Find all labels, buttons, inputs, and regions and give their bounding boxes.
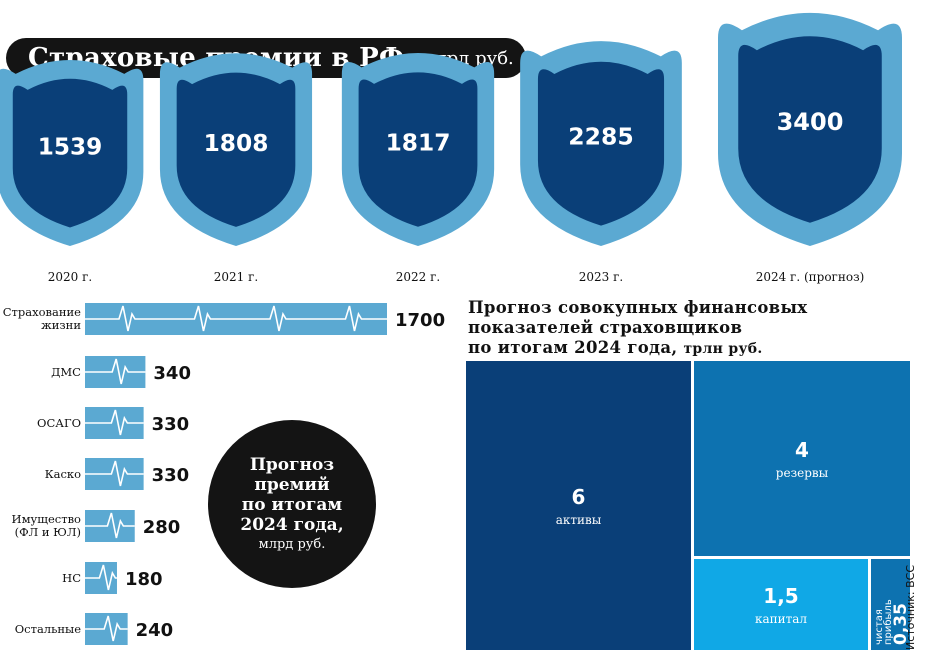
treemap-title-line-3: по итогам 2024 года, трлн руб. — [468, 338, 888, 359]
treemap-value-profit: 0,35 — [891, 603, 910, 645]
treemap-title: Прогноз совокупных финансовых показателе… — [468, 298, 888, 359]
bar-pulse-3 — [85, 460, 144, 487]
bar-pulse-5 — [85, 564, 117, 591]
bar-pulse-6 — [85, 615, 128, 642]
bar-category-0-1: жизни — [41, 318, 81, 332]
bar-value-2: 330 — [152, 414, 190, 435]
forecast-circle: Прогноз премий по итогам 2024 года, млрд… — [208, 420, 376, 588]
shield-value-2: 1817 — [386, 130, 451, 157]
shield-chart: 1539 2020 г. 1808 2021 г. 1817 2022 г. 2285 202… — [0, 12, 902, 284]
bar-value-4: 280 — [143, 517, 181, 538]
treemap-cell-capital: 1,5 капитал — [694, 559, 868, 650]
shield-inner-2 — [358, 72, 478, 227]
treemap-value-assets: 6 — [571, 484, 586, 509]
bar-value-1: 340 — [153, 363, 191, 384]
treemap-value-capital: 1,5 — [763, 583, 799, 608]
profit-label-line-1: чистая — [874, 609, 885, 645]
profit-label-svg: чистая прибыль 0,35 — [874, 599, 911, 645]
shield-inner-0 — [12, 78, 128, 228]
treemap-cell-assets: 6 активы — [466, 361, 691, 650]
bar-value-0: 1700 — [395, 310, 445, 331]
treemap-title-line-2: показателей страховщиков — [468, 318, 743, 337]
bar-category-5-0: НС — [62, 571, 81, 585]
treemap-title-unit: трлн руб. — [683, 341, 763, 357]
circle-line-1: Прогноз — [249, 454, 335, 475]
year-label-2: 2022 г. — [396, 270, 440, 284]
year-label-0: 2020 г. — [48, 270, 92, 284]
bar-value-5: 180 — [125, 569, 163, 590]
treemap-label-assets: активы — [555, 512, 602, 527]
shield-value-0: 1539 — [38, 133, 103, 160]
bar-category-0-0: Страхование — [3, 305, 81, 319]
treemap-label-capital: капитал — [754, 611, 808, 626]
circle-line-4: 2024 года, — [240, 514, 344, 535]
bar-category-3-0: Каско — [45, 467, 81, 481]
bar-category-2-0: ОСАГО — [37, 416, 81, 430]
shield-inner-4 — [738, 36, 882, 223]
treemap-value-reserves: 4 — [795, 437, 809, 462]
shield-inner-3 — [537, 61, 665, 226]
year-label-1: 2021 г. — [214, 270, 258, 284]
treemap-title-last: по итогам 2024 года, — [468, 338, 678, 357]
shield-value-3: 2285 — [568, 122, 633, 150]
treemap-cell-profit: чистая прибыль 0,35 — [871, 559, 911, 650]
year-label-3: 2023 г. — [579, 270, 623, 284]
bar-pulse-4 — [85, 512, 135, 539]
year-label-4: 2024 г. (прогноз) — [756, 270, 865, 284]
bar-category-1-0: ДМС — [51, 365, 81, 379]
bar-value-3: 330 — [152, 465, 190, 486]
treemap-title-line-1: Прогноз совокупных финансовых — [468, 298, 808, 317]
shield-inner-1 — [176, 72, 296, 227]
bar-category-4-0: Имущество — [12, 512, 82, 526]
circle-line-3: по итогам — [241, 494, 343, 515]
bar-pulse-1 — [85, 358, 146, 385]
source-note: Источник: ВСС — [904, 564, 917, 650]
bar-pulse-2 — [85, 409, 144, 436]
shield-value-4: 3400 — [777, 108, 844, 136]
circle-line-2: премий — [254, 474, 330, 495]
bar-category-6-0: Остальные — [15, 622, 81, 636]
circle-unit: млрд руб. — [258, 536, 326, 552]
bar-value-6: 240 — [136, 620, 174, 641]
profit-label-line-2: прибыль — [883, 599, 894, 645]
treemap-label-reserves: резервы — [775, 465, 829, 480]
shield-value-1: 1808 — [204, 130, 269, 157]
bar-pulse-0 — [85, 305, 387, 332]
bar-category-4-1: (ФЛ и ЮЛ) — [15, 525, 81, 539]
treemap-cell-reserves: 4 резервы — [694, 361, 910, 556]
